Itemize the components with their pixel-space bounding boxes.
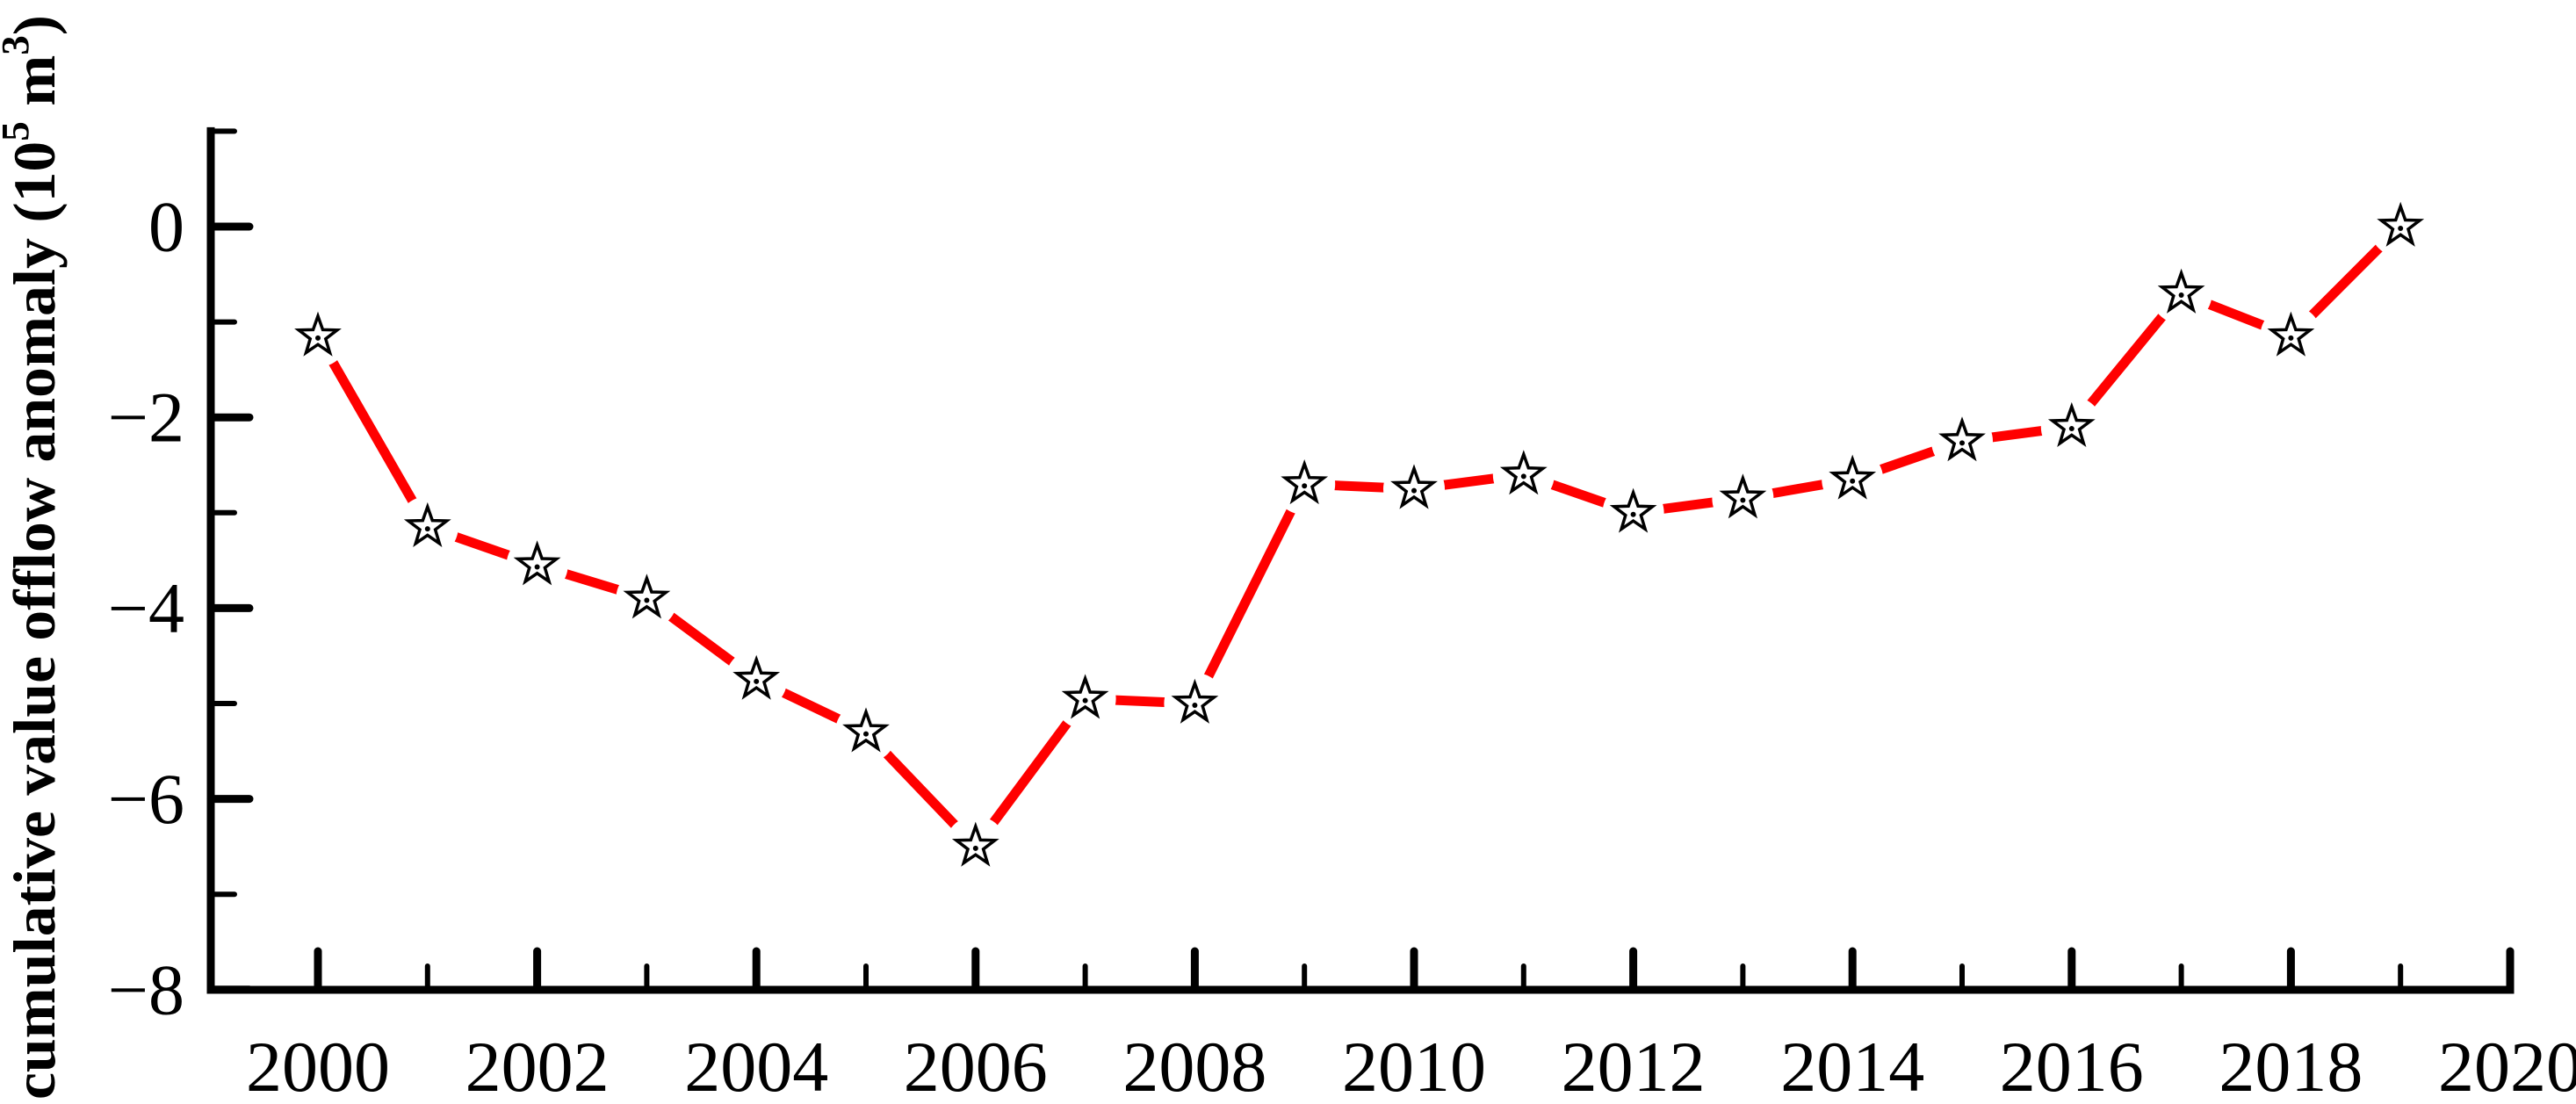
y-title-superscript: 5 <box>0 121 37 141</box>
x-tick-label: 2004 <box>684 1027 828 1104</box>
marker-center-dot <box>2178 292 2184 299</box>
marker-center-dot <box>972 845 978 851</box>
x-tick-label: 2018 <box>2219 1027 2363 1104</box>
star-marker <box>1609 487 1657 533</box>
star-marker <box>403 501 451 547</box>
x-tick-label: 2016 <box>2000 1027 2144 1104</box>
y-tick-label: −8 <box>108 949 184 1029</box>
marker-center-dot <box>1959 440 1965 446</box>
star-marker <box>2377 201 2425 247</box>
marker-center-dot <box>863 731 869 737</box>
series-line <box>313 221 2406 852</box>
y-title-text: ) <box>1 15 68 35</box>
marker-center-dot <box>644 597 650 603</box>
star-marker <box>2267 311 2315 357</box>
star-marker <box>1938 416 1986 462</box>
x-tick-label: 2014 <box>1780 1027 1924 1104</box>
star-marker <box>1719 473 1767 519</box>
x-tick-label: 2012 <box>1562 1027 1706 1104</box>
marker-center-dot <box>534 564 540 570</box>
axes <box>206 126 2515 994</box>
star-marker <box>732 654 781 700</box>
marker-center-dot <box>1630 511 1636 517</box>
marker-center-dot <box>2288 335 2294 341</box>
star-marker <box>1281 458 1329 505</box>
y-tick-label: −4 <box>108 568 184 648</box>
star-marker <box>2047 401 2096 447</box>
star-marker <box>623 574 671 619</box>
marker-center-dot <box>1740 497 1746 503</box>
x-tick-label: 2008 <box>1122 1027 1266 1104</box>
marker-center-dot <box>315 335 321 341</box>
star-marker <box>951 821 999 867</box>
y-tick-label: −6 <box>108 759 184 839</box>
y-title-text: m <box>1 55 68 121</box>
marker-center-dot <box>2398 226 2404 231</box>
star-marker <box>1171 678 1219 724</box>
x-tick-label: 2002 <box>465 1027 610 1104</box>
x-tick-label: 2020 <box>2438 1027 2576 1104</box>
marker-center-dot <box>754 678 760 684</box>
star-marker <box>1390 464 1438 509</box>
marker-center-dot <box>1192 703 1198 708</box>
tick-labels: 0 −2 −4 −6 −8 2000 2002 2004 2006 2008 2010 2012 201… <box>108 187 2576 1104</box>
y-title-superscript: 3 <box>0 35 37 55</box>
marker-center-dot <box>1302 483 1308 489</box>
star-marker <box>2157 268 2205 314</box>
axis-spines <box>206 126 2515 994</box>
star-marker <box>294 311 342 357</box>
marker-center-dot <box>1082 697 1088 704</box>
x-tick-label: 2006 <box>904 1027 1048 1104</box>
y-axis-title-text: cumulative value offlow anomaly (105 m3) <box>0 15 68 1100</box>
marker-center-dot <box>2068 426 2075 432</box>
star-marker <box>1061 674 1109 719</box>
star-marker <box>1829 454 1877 500</box>
marker-center-dot <box>424 526 430 532</box>
y-title-text: cumulative value offlow anomaly (10 <box>1 141 68 1100</box>
marker-center-dot <box>1411 487 1417 494</box>
x-tick-label: 2000 <box>246 1027 390 1104</box>
y-tick-label: −2 <box>108 378 184 458</box>
y-axis-title: cumulative value offlow anomaly (105 m3) <box>0 15 68 1100</box>
y-tick-label: 0 <box>148 187 184 267</box>
star-marker <box>513 540 561 586</box>
star-marker <box>842 707 890 753</box>
x-tick-label: 2010 <box>1342 1027 1486 1104</box>
marker-center-dot <box>1520 473 1526 480</box>
marker-center-dot <box>1850 478 1856 484</box>
star-marker <box>1499 450 1548 495</box>
data-series <box>287 196 2432 877</box>
